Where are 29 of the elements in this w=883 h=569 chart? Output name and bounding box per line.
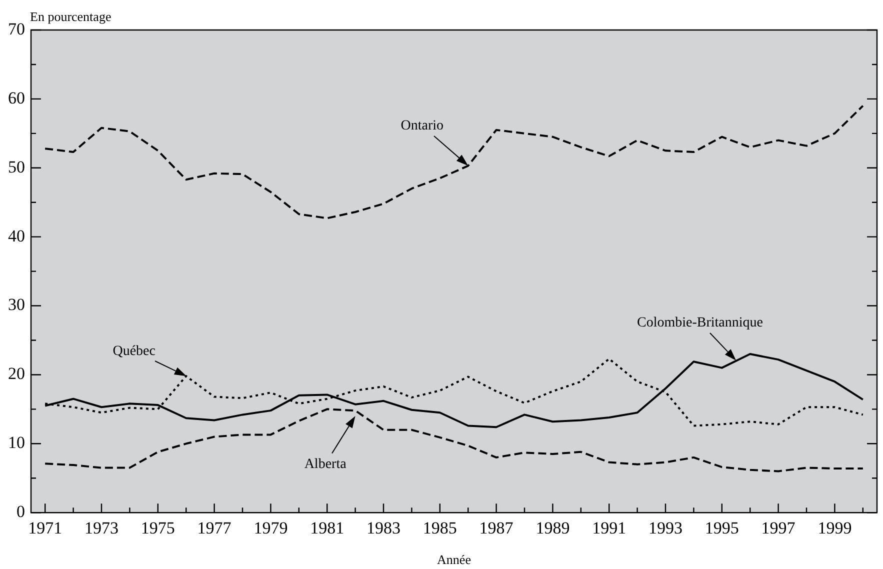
x-axis-title: Année: [437, 552, 472, 567]
y-tick-label: 0: [16, 502, 25, 522]
annotation: Colombie-Britannique: [637, 316, 763, 331]
y-tick-label: 70: [8, 19, 25, 38]
x-tick-label: 1975: [140, 518, 175, 538]
x-tick-label: 1993: [648, 518, 682, 538]
y-tick-label: 40: [8, 226, 25, 246]
annotation: Alberta: [304, 456, 348, 472]
y-tick-label: 20: [8, 364, 25, 384]
x-tick-label: 1997: [761, 518, 796, 538]
x-tick-label: 1999: [818, 518, 852, 538]
annotation: Ontario: [400, 118, 444, 134]
x-tick-label: 1991: [592, 518, 626, 538]
annotation: Québec: [112, 344, 156, 359]
x-tick-label: 1971: [28, 518, 62, 538]
y-tick-label: 10: [8, 433, 25, 452]
x-tick-label: 1981: [310, 518, 344, 538]
x-tick-label: 1985: [422, 518, 457, 538]
x-tick-label: 1989: [536, 518, 570, 538]
x-tick-label: 1973: [84, 518, 118, 538]
y-axis-title: En pourcentage: [30, 8, 112, 24]
y-tick-label: 50: [8, 157, 25, 176]
x-tick-label: 1987: [479, 518, 514, 538]
x-tick-label: 1977: [197, 518, 232, 538]
y-tick-label: 30: [8, 295, 25, 314]
x-tick-label: 1979: [254, 518, 288, 538]
x-tick-label: 1995: [704, 518, 739, 538]
y-tick-label: 60: [8, 88, 25, 108]
x-tick-label: 1983: [366, 518, 400, 538]
